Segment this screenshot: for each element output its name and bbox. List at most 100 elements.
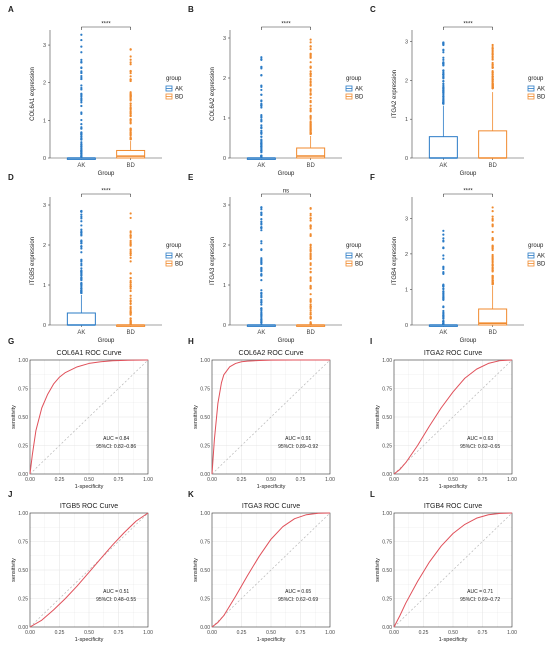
outlier-point	[491, 206, 494, 209]
outlier-point	[309, 257, 312, 261]
outlier-point	[442, 237, 445, 240]
outlier-point	[80, 66, 83, 69]
outlier-point	[491, 248, 494, 252]
outlier-point	[442, 271, 445, 274]
panel-letter-d: D	[8, 173, 14, 182]
outlier-point	[260, 154, 263, 157]
outlier-point	[491, 261, 494, 264]
panel-letter-i: I	[370, 337, 372, 346]
x-tick-label: 0.50	[84, 630, 94, 636]
outlier-point	[80, 51, 83, 54]
outlier-point	[80, 230, 83, 233]
outlier-point	[80, 33, 83, 36]
x-axis-label: 1-specificity	[75, 484, 104, 490]
y-tick-label: 0.50	[382, 568, 392, 574]
outlier-point	[309, 263, 312, 266]
outlier-point	[129, 234, 132, 237]
y-tick-label: 3	[405, 40, 408, 46]
outlier-point	[80, 141, 83, 144]
outlier-point	[309, 41, 312, 44]
outlier-point	[491, 50, 494, 53]
legend-entry-ak: AK	[355, 87, 363, 93]
outlier-point	[260, 274, 263, 277]
roc-panel-j: ITGB5 ROC Curve 0.000.00 0.25 0.25 0.50 0.50 0…	[11, 503, 153, 643]
outlier-point	[80, 281, 83, 285]
y-axis-label: ITGA2 expression	[392, 70, 398, 118]
boxplot-panel-c: 0 1 2 3 ITGA2 expression AK BD Group **** group AK…	[392, 22, 546, 178]
x-tick-label: 0.50	[266, 630, 276, 636]
outlier-point	[80, 228, 83, 231]
y-axis-label: COL6A1 expression	[30, 67, 36, 121]
x-tick-label: 1.00	[507, 477, 517, 483]
roc-curve	[211, 359, 330, 475]
outlier-point	[129, 252, 132, 255]
roc-title: ITGA2 ROC Curve	[424, 350, 482, 357]
outlier-point	[129, 104, 132, 107]
outlier-point	[260, 148, 263, 151]
y-tick-label: 0.00	[382, 625, 392, 631]
x-axis-label: 1-specificity	[257, 484, 286, 490]
outlier-point	[309, 287, 312, 290]
boxplot-panel-e: 0 1 2 3 ITGA3 expression AK BD Group ns group AK BD	[210, 189, 364, 345]
legend-title: group	[166, 243, 182, 249]
x-tick-label: BD	[488, 330, 497, 336]
outlier-point	[80, 244, 83, 248]
outlier-point	[260, 213, 263, 217]
outlier-point	[442, 73, 445, 76]
outlier-point	[129, 58, 132, 61]
outlier-point	[442, 240, 445, 243]
legend-entry-bd: BD	[537, 262, 546, 268]
y-tick-label: 1.00	[382, 511, 392, 517]
y-tick-label: 3	[43, 43, 46, 49]
outlier-point	[129, 72, 132, 75]
outlier-point	[80, 234, 83, 237]
auc-label: AUC = 0.84	[103, 436, 129, 442]
outlier-point	[309, 243, 312, 246]
roc-title: COL6A2 ROC Curve	[239, 350, 304, 357]
outlier-point	[442, 314, 445, 317]
panel-letter-a: A	[8, 5, 14, 14]
x-axis-label: 1-specificity	[75, 637, 104, 643]
outlier-point	[80, 126, 83, 129]
outlier-point	[80, 150, 83, 153]
significance-label: ****	[281, 22, 291, 28]
x-tick-label: BD	[126, 163, 135, 169]
y-axis-label: COL6A2 expression	[210, 67, 216, 121]
x-axis-label: Group	[278, 171, 295, 177]
outlier-point	[129, 61, 132, 64]
outlier-point	[129, 133, 132, 136]
outlier-point	[491, 47, 494, 50]
outlier-point	[260, 308, 263, 311]
box-bd	[478, 308, 508, 326]
outlier-point	[309, 214, 312, 217]
outlier-point	[260, 126, 263, 129]
outlier-point	[309, 88, 312, 91]
y-tick-label: 1	[405, 287, 408, 293]
outlier-point	[260, 120, 263, 123]
outlier-point	[309, 72, 312, 76]
y-tick-label: 0.00	[18, 625, 28, 631]
outlier-point	[80, 60, 83, 64]
outlier-point	[309, 131, 312, 134]
outlier-point	[80, 74, 83, 78]
outlier-point	[129, 131, 132, 134]
y-tick-label: 1	[223, 116, 226, 122]
outlier-point	[442, 285, 445, 288]
x-tick-label: 0.25	[55, 630, 65, 636]
outlier-point	[80, 70, 83, 73]
outlier-point	[80, 93, 83, 97]
outlier-point	[491, 82, 494, 85]
outlier-point	[129, 136, 132, 139]
outlier-point	[309, 262, 312, 265]
plot-border	[393, 359, 513, 475]
outlier-point	[80, 123, 83, 126]
y-tick-label: 1	[405, 117, 408, 123]
box-bd	[116, 149, 146, 159]
diagonal-reference-line	[393, 512, 513, 628]
outlier-point	[442, 42, 445, 45]
outlier-point	[491, 253, 494, 257]
x-tick-label: 0.00	[389, 477, 399, 483]
y-tick-label: 0.75	[200, 387, 210, 393]
outlier-point	[260, 138, 263, 141]
outlier-point	[80, 217, 83, 220]
